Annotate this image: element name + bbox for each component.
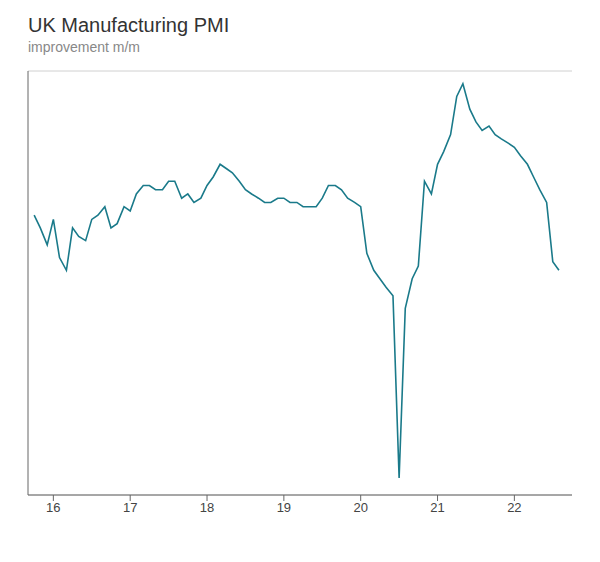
- html-text:UK Manufacturing PMI: UK Manufacturing PMI: [28, 14, 230, 36]
- svg-text:20: 20: [353, 500, 367, 515]
- svg-text:16: 16: [46, 500, 60, 515]
- svg-text:22: 22: [507, 500, 521, 515]
- svg-text:21: 21: [430, 500, 444, 515]
- svg-text:18: 18: [200, 500, 214, 515]
- svg-text:19: 19: [277, 500, 291, 515]
- html-text:improvement m/m: improvement m/m: [28, 39, 140, 55]
- svg-text:17: 17: [123, 500, 137, 515]
